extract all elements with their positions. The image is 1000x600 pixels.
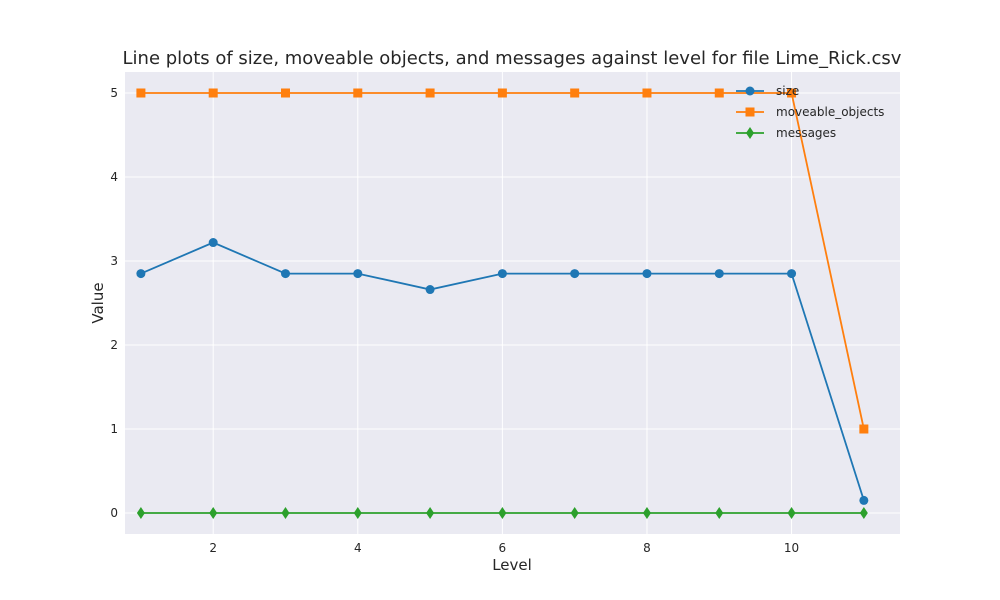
legend-marker (745, 86, 755, 96)
data-point (497, 269, 507, 279)
y-tick-label: 3 (110, 254, 118, 268)
data-point (353, 88, 363, 98)
data-point (570, 88, 580, 98)
data-point (714, 269, 724, 279)
data-point (642, 507, 651, 519)
data-point (425, 88, 435, 98)
data-point (859, 495, 869, 505)
data-point (353, 269, 363, 279)
y-tick-label: 1 (110, 422, 118, 436)
data-point (280, 269, 290, 279)
data-point (859, 424, 869, 434)
x-tick-label: 6 (499, 541, 507, 555)
legend: size moveable_objects messages (736, 84, 884, 140)
y-axis-label: Value (89, 282, 107, 323)
data-point (497, 88, 507, 98)
data-point (425, 285, 435, 295)
legend-item: messages (736, 126, 836, 140)
legend-marker (745, 107, 755, 117)
y-tick-label: 2 (110, 338, 118, 352)
data-point (642, 88, 652, 98)
x-tick-label: 8 (643, 541, 651, 555)
data-point (859, 507, 868, 519)
x-tick-label: 2 (209, 541, 217, 555)
x-tick-label: 4 (354, 541, 362, 555)
data-point (787, 88, 797, 98)
data-point (714, 88, 724, 98)
series-moveable-objects (136, 88, 869, 434)
data-point (498, 507, 507, 519)
data-point (642, 269, 652, 279)
y-tick-label: 4 (110, 170, 118, 184)
series-size (136, 238, 869, 505)
data-point (570, 507, 579, 519)
legend-marker (746, 127, 754, 139)
x-tick-label: 10 (784, 541, 799, 555)
data-point (280, 88, 290, 98)
data-point (353, 507, 362, 519)
data-point (136, 88, 146, 98)
y-tick-label: 5 (110, 86, 118, 100)
chart-title: Line plots of size, moveable objects, an… (123, 48, 902, 69)
series-messages (136, 507, 868, 519)
data-point (715, 507, 724, 519)
series-layer (136, 88, 869, 519)
data-point (209, 507, 218, 519)
legend-label: moveable_objects (776, 105, 884, 119)
plot-area (125, 72, 900, 534)
x-axis-label: Level (492, 556, 532, 574)
legend-label: messages (776, 126, 836, 140)
data-point (136, 507, 145, 519)
data-point (136, 269, 146, 279)
legend-label: size (776, 84, 799, 98)
data-point (208, 88, 218, 98)
y-tick-label: 0 (110, 506, 118, 520)
data-point (426, 507, 435, 519)
tick-labels: 2 4 6 8 10 0 1 2 3 4 5 (110, 86, 799, 555)
legend-item: moveable_objects (736, 105, 884, 119)
data-point (570, 269, 580, 279)
data-point (208, 238, 218, 248)
legend-item: size (736, 84, 799, 98)
data-point (281, 507, 290, 519)
data-point (787, 269, 797, 279)
data-point (787, 507, 796, 519)
